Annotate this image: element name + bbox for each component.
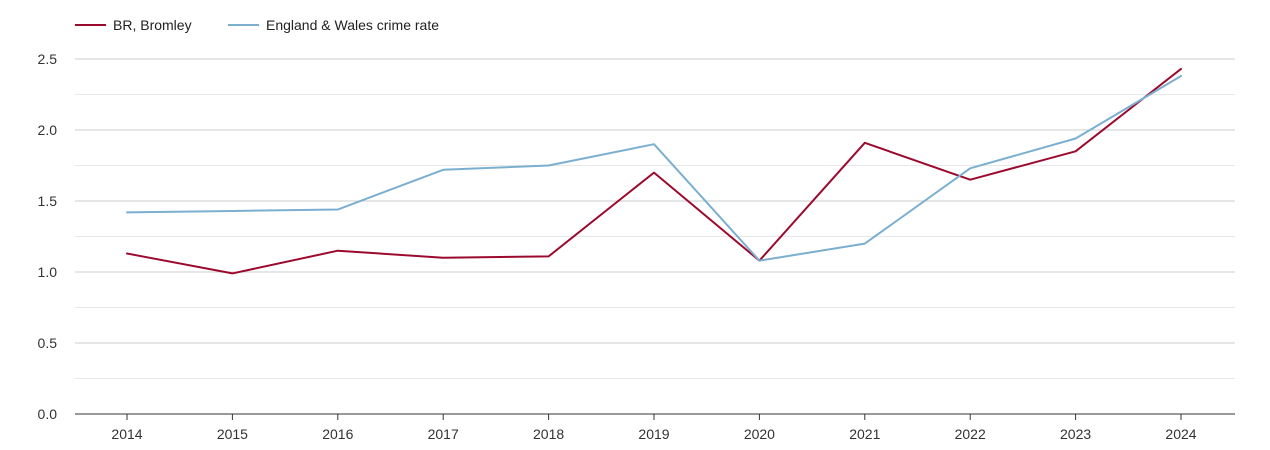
x-tick-label: 2024	[1165, 426, 1196, 442]
x-tick-label: 2016	[322, 426, 353, 442]
x-tick-label: 2021	[849, 426, 880, 442]
x-axis: 2014 2015 2016 2017 2018 2019 2020 2021 2022 2023…	[75, 413, 1235, 442]
x-tick-label: 2022	[955, 426, 986, 442]
series-line-bromley	[126, 67, 1182, 275]
legend-label-bromley: BR, Bromley	[113, 17, 192, 33]
x-tick-label: 2020	[744, 426, 775, 442]
x-tick-label: 2014	[111, 426, 142, 442]
y-axis: 0.0 0.5 1.0 1.5 2.0 2.5	[38, 51, 58, 422]
y-tick-label: 2.5	[38, 51, 58, 67]
y-tick-label: 0.5	[38, 335, 58, 351]
x-tick-label: 2019	[638, 426, 669, 442]
y-tick-label: 1.5	[38, 193, 58, 209]
y-tick-label: 1.0	[38, 264, 58, 280]
y-tick-label: 2.0	[38, 122, 58, 138]
x-tick-label: 2023	[1060, 426, 1091, 442]
series-line-england-wales	[126, 75, 1182, 262]
x-tick-label: 2018	[533, 426, 564, 442]
legend-label-england-wales: England & Wales crime rate	[266, 17, 439, 33]
gridlines	[75, 58, 1235, 379]
y-tick-label: 0.0	[38, 406, 58, 422]
x-tick-label: 2017	[428, 426, 459, 442]
series-layer	[126, 67, 1182, 275]
x-tick-label: 2015	[217, 426, 248, 442]
chart-legend: BR, Bromley England & Wales crime rate	[75, 17, 439, 33]
